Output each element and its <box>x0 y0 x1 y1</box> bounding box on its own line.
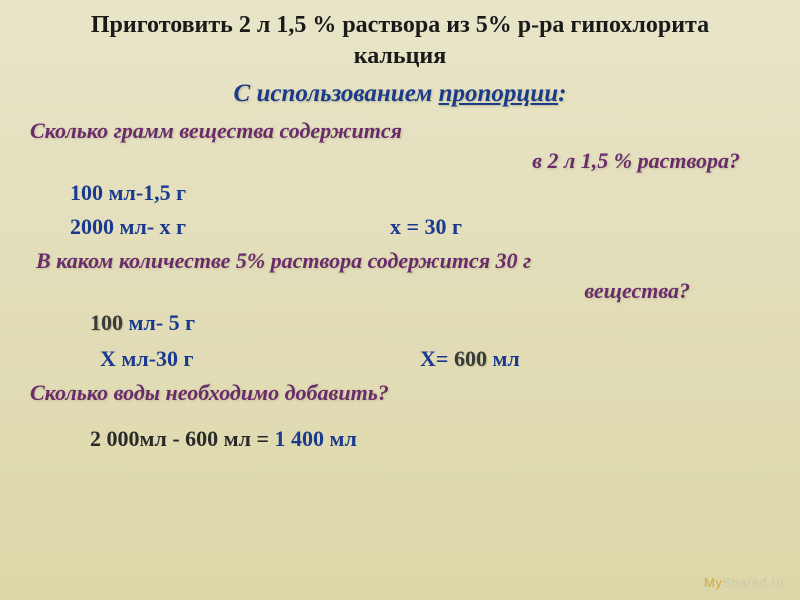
question1-line2: в 2 л 1,5 % раствора? <box>30 148 770 174</box>
proportion1-row: 2000 мл- х г х = 30 г <box>30 214 770 240</box>
proportion2-result-val: 600 <box>454 346 487 371</box>
subtitle-text-pre: С использованием <box>234 80 439 107</box>
proportion2-known-rest: мл- 5 г <box>123 310 195 335</box>
final-calc-row: 2 000мл - 600 мл = 1 400 мл <box>30 426 770 452</box>
proportion2-row: Х мл-30 г Х= 600 мл <box>30 346 770 372</box>
subtitle-colon: : <box>558 80 566 107</box>
proportion2-unknown: Х мл-30 г <box>30 346 420 372</box>
watermark-rest: Shared.ru <box>722 575 784 590</box>
proportion1-result: х = 30 г <box>390 214 462 240</box>
question3: Сколько воды необходимо добавить? <box>30 380 770 406</box>
question1-line1: Сколько грамм вещества содержится <box>30 118 770 144</box>
proportion2-known: 100 мл- 5 г <box>30 310 770 336</box>
proportion2-result: Х= 600 мл <box>420 346 520 372</box>
subtitle: С использованием пропорции: <box>30 80 770 108</box>
subtitle-underlined: пропорции <box>439 80 559 107</box>
proportion2-100: 100 <box>90 310 123 335</box>
proportion2-result-unit: мл <box>487 346 520 371</box>
final-answer: 1 400 мл <box>275 426 357 451</box>
title: Приготовить 2 л 1,5 % раствора из 5% р-р… <box>30 10 770 72</box>
watermark: MyShared.ru <box>704 575 784 590</box>
question2-line2: вещества? <box>30 278 770 304</box>
proportion1-known: 100 мл-1,5 г <box>30 180 770 206</box>
proportion2-result-pre: Х= <box>420 346 454 371</box>
slide-container: Приготовить 2 л 1,5 % раствора из 5% р-р… <box>0 0 800 600</box>
proportion1-unknown: 2000 мл- х г <box>30 214 390 240</box>
question2-line1: В каком количестве 5% раствора содержитс… <box>30 248 770 274</box>
watermark-my: My <box>704 575 722 590</box>
final-calc: 2 000мл - 600 мл = <box>90 426 275 451</box>
